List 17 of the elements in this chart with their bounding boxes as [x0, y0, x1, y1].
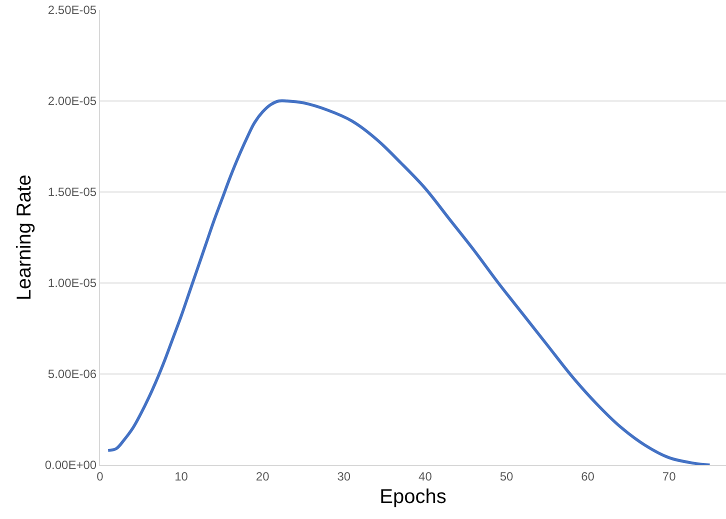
x-tick-label: 20	[256, 469, 270, 484]
y-tick-label: 0.00E+00	[44, 458, 97, 472]
line-series	[106, 99, 712, 465]
x-tick-label: 10	[174, 469, 188, 484]
x-tick-label: 30	[337, 469, 351, 484]
y-tick-label: 1.00E-05	[48, 276, 97, 290]
y-tick-label: 2.00E-05	[48, 94, 97, 108]
x-axis-title: Epochs	[380, 486, 446, 508]
y-axis-title: Learning Rate	[13, 174, 36, 300]
x-tick-label: 60	[581, 469, 595, 484]
y-tick-label: 5.00E-06	[48, 367, 97, 382]
x-tick-label: 50	[500, 469, 514, 484]
y-tick-label: 1.50E-05	[48, 185, 97, 200]
x-tick-label: 70	[662, 469, 676, 484]
x-tick-label: 40	[418, 469, 432, 484]
y-tick-label: 2.50E-05	[48, 3, 97, 18]
x-tick-label: 0	[96, 469, 104, 484]
